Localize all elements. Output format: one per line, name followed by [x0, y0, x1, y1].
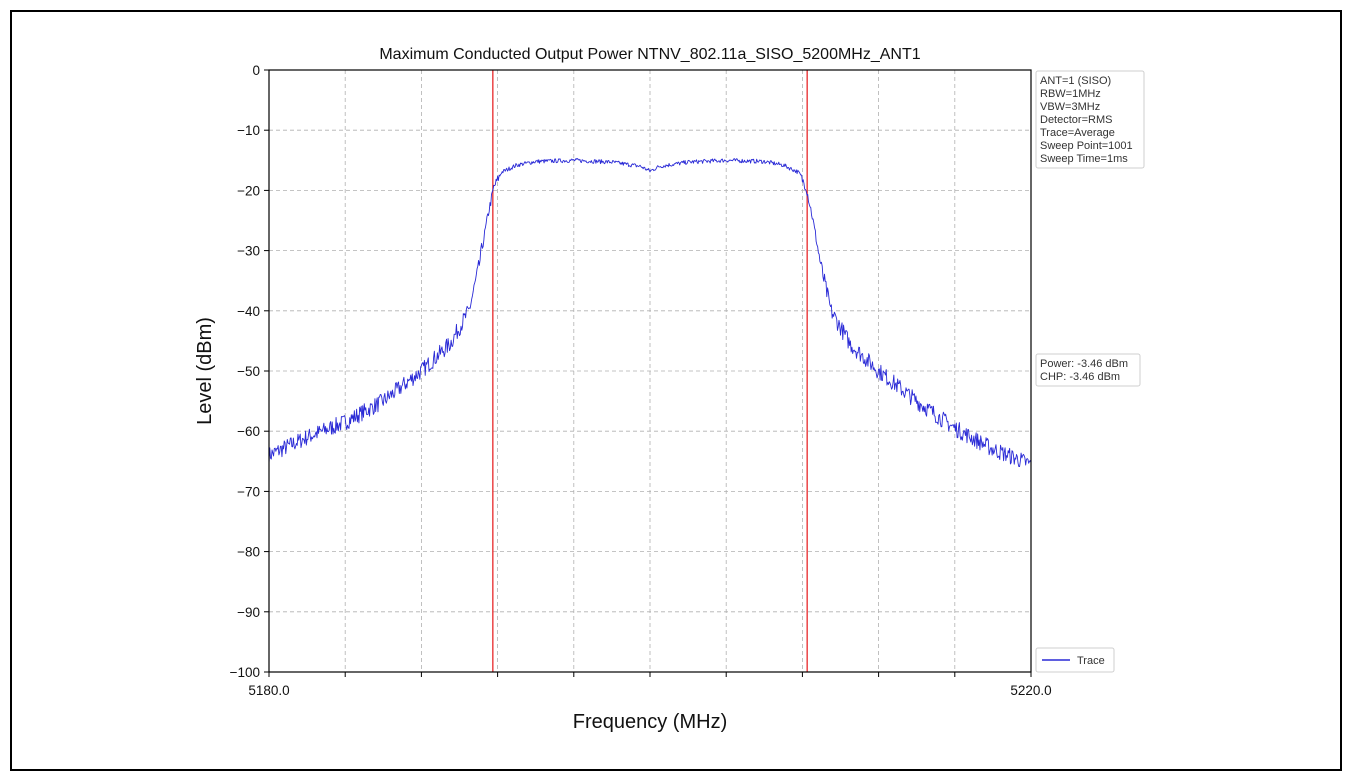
chart-title: Maximum Conducted Output Power NTNV_802.…	[379, 46, 920, 63]
legend-frame	[1035, 647, 1115, 673]
trace-line	[268, 157, 1032, 468]
y-tick-label: −80	[237, 545, 260, 560]
y-tick-label: −50	[237, 364, 260, 379]
info-line: ANT=1 (SISO)	[1040, 75, 1111, 87]
y-tick-label: −100	[230, 665, 260, 680]
x-tick-label: 5180.0	[248, 683, 289, 698]
tick-layer: 0 −10 −20 −30 −40 −50 −60 −70 −80 −90 −100 5180.0 52…	[230, 63, 1052, 698]
trace-layer	[268, 157, 1032, 468]
info-line: VBW=3MHz	[1040, 101, 1100, 113]
y-tick-label: −70	[237, 484, 260, 499]
info-line: CHP: -3.46 dBm	[1040, 371, 1120, 383]
settings-info-box: ANT=1 (SISO)RBW=1MHzVBW=3MHzDetector=RMS…	[1035, 70, 1145, 169]
info-box-frame	[1035, 353, 1141, 387]
grid-layer	[269, 70, 1031, 672]
y-tick-label: −60	[237, 424, 260, 439]
x-axis-title: Frequency (MHz)	[573, 711, 727, 733]
info-line: Sweep Time=1ms	[1040, 153, 1128, 165]
y-tick-label: 0	[252, 63, 260, 78]
info-box-frame	[1035, 70, 1145, 169]
x-tick-label: 5220.0	[1010, 683, 1051, 698]
info-line: RBW=1MHz	[1040, 88, 1101, 100]
y-tick-label: −40	[237, 304, 260, 319]
y-tick-label: −30	[237, 244, 260, 259]
y-tick-label: −20	[237, 183, 260, 198]
info-line: Detector=RMS	[1040, 114, 1112, 126]
legend: Trace	[1035, 647, 1115, 673]
y-tick-label: −10	[237, 123, 260, 138]
info-line: Sweep Point=1001	[1040, 140, 1133, 152]
marker-layer	[492, 70, 808, 672]
y-tick-label: −90	[237, 605, 260, 620]
info-line: Trace=Average	[1040, 127, 1115, 139]
info-line: Power: -3.46 dBm	[1040, 358, 1128, 370]
legend-label: Trace	[1077, 655, 1105, 667]
y-axis-title: Level (dBm)	[194, 317, 216, 425]
